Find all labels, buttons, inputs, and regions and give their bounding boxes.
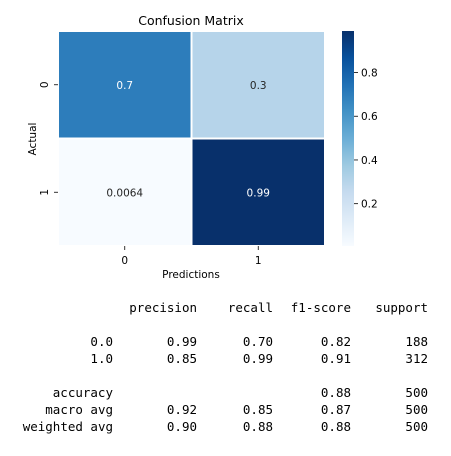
cell-value-label: 0.99: [247, 187, 270, 199]
report-value: 500: [405, 385, 428, 400]
report-value: 0.88: [242, 419, 273, 434]
colorbar-tick-label: 0.2: [361, 199, 378, 211]
heatmap-cell: [57, 137, 193, 247]
cell-value-label: 0.3: [250, 80, 267, 92]
report-value: 0.99: [242, 351, 273, 366]
colorbar: [342, 31, 354, 246]
colorbar-tick-label: 0.4: [361, 155, 378, 167]
report-row-label: weighted avg: [22, 419, 113, 434]
report-value: 0.82: [320, 334, 351, 349]
report-value: 0.91: [320, 351, 351, 366]
report-row-label: 1.0: [90, 351, 113, 366]
colorbar-ticks: 0.2 0.4 0.6 0.8: [354, 68, 378, 211]
y-axis-label: Actual: [27, 123, 39, 156]
report-value: 0.70: [242, 334, 273, 349]
report-value: 0.99: [166, 334, 197, 349]
report-value: 0.92: [166, 402, 197, 417]
y-axis-ticks: 01: [39, 81, 58, 196]
report-value: 0.88: [320, 419, 351, 434]
x-tick-label: 1: [255, 255, 262, 267]
report-value: 0.90: [166, 419, 197, 434]
report-value: 312: [405, 351, 428, 366]
heatmap-cell: [57, 30, 193, 140]
report-value: 0.85: [166, 351, 197, 366]
cell-value-label: 0.7: [116, 80, 133, 92]
chart-title: Confusion Matrix: [138, 13, 244, 28]
heatmap-cells: 0.7 0.3 0.0064 0.99: [57, 30, 326, 247]
report-row-label: accuracy: [52, 385, 113, 400]
report-value: 188: [405, 334, 428, 349]
report-value: 0.88: [320, 385, 351, 400]
colorbar-tick-label: 0.8: [361, 68, 378, 80]
report-column-header: precision: [129, 300, 197, 315]
report-value: 500: [405, 419, 428, 434]
y-tick-label: 1: [39, 189, 51, 196]
report-value: 0.87: [320, 402, 351, 417]
classification-report: precision recall f1-score support 0.0 0.99 0.7…: [0, 292, 451, 442]
colorbar-tick-label: 0.6: [361, 111, 378, 123]
report-column-header: f1-score: [290, 300, 351, 315]
report-column-header: recall: [227, 300, 273, 315]
heatmap-cell: [190, 137, 326, 247]
heatmap-cell: [190, 30, 326, 140]
y-tick-label: 0: [39, 81, 51, 88]
cell-value-label: 0.0064: [106, 187, 143, 199]
x-tick-label: 0: [121, 255, 128, 267]
report-column-header: support: [375, 300, 428, 315]
report-row-label: 0.0: [90, 334, 113, 349]
report-value: 500: [405, 402, 428, 417]
report-row-label: macro avg: [45, 402, 113, 417]
x-axis-label: Predictions: [162, 269, 220, 281]
report-value: 0.85: [242, 402, 273, 417]
